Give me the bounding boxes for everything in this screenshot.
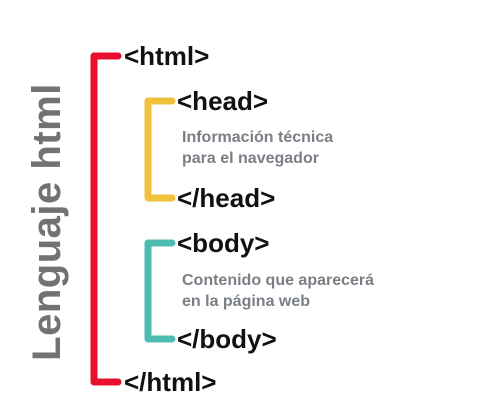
body-description: Contenido que aparecerá en la página web bbox=[182, 270, 374, 312]
body-close-tag: </body> bbox=[177, 324, 277, 354]
head-close-tag: </head> bbox=[177, 183, 276, 213]
head-bracket bbox=[144, 97, 176, 202]
diagram-title: Lenguaje html bbox=[25, 83, 69, 361]
body-open-tag: <body> bbox=[177, 228, 270, 258]
head-open-tag: <head> bbox=[177, 86, 269, 116]
body-description-line-1: Contenido que aparecerá bbox=[182, 272, 375, 289]
body-description-line-2: en la página web bbox=[182, 293, 311, 310]
body-bracket bbox=[144, 239, 176, 343]
html-open-tag: <html> bbox=[124, 41, 210, 71]
html-close-tag: </html> bbox=[124, 367, 217, 397]
head-description-line-1: Información técnica bbox=[182, 129, 334, 146]
html-bracket bbox=[90, 52, 122, 386]
head-description: Información técnica para el navegador bbox=[182, 127, 333, 169]
head-description-line-2: para el navegador bbox=[182, 150, 319, 167]
